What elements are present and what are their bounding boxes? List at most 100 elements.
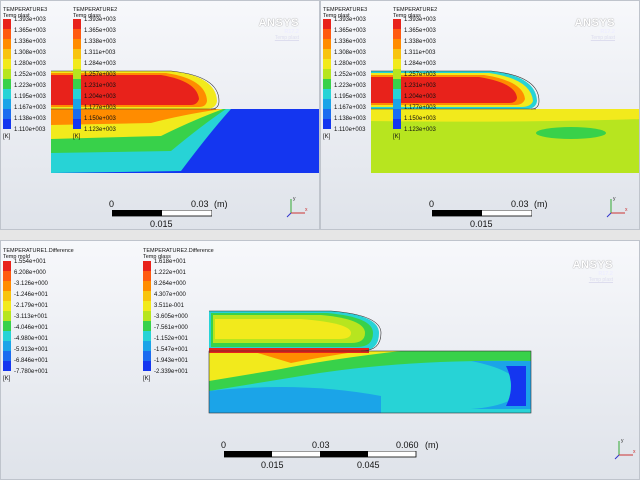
scale-bar — [432, 210, 532, 217]
viewport-top-left[interactable]: TEMPERATURE3 Temp plast TEMPERATURE2 Tem… — [0, 0, 320, 230]
legend-value: 1.280e+003 — [334, 61, 366, 67]
legend-value: 8.264e+000 — [154, 281, 186, 287]
legend-value: 1.123e+003 — [404, 127, 436, 133]
legend-subtitle-line: Temp mold — [3, 254, 30, 260]
color-legend-1: 1.393e+003 1.365e+003 1.336e+003 1.308e+… — [3, 17, 46, 133]
legend-value: 1.222e+001 — [154, 270, 186, 276]
legend-value: 1.204e+003 — [404, 94, 436, 100]
legend-value: 3.511e-001 — [154, 303, 184, 309]
legend-value: 1.110e+003 — [14, 127, 46, 133]
brand-release: R17.2 — [284, 29, 299, 35]
legend-value: 1.195e+003 — [334, 94, 366, 100]
legend-value: 1.204e+003 — [84, 94, 116, 100]
legend-value: 1.338e+003 — [404, 39, 436, 45]
axis-y-label: y — [613, 196, 616, 202]
color-legend-1: 1.393e+003 1.365e+003 1.336e+003 1.308e+… — [323, 17, 366, 133]
scale-label: 0 — [429, 199, 435, 209]
color-legend-2: 1.393e+003 1.365e+003 1.338e+003 1.311e+… — [393, 17, 436, 133]
legend-value: 1.336e+003 — [14, 39, 46, 45]
legend-unit: [K] — [393, 134, 401, 140]
viewport-bottom[interactable]: TEMPERATURE1.Difference Temp mold TEMPER… — [0, 240, 640, 480]
legend-title-1: TEMPERATURE1.Difference Temp mold — [3, 248, 74, 260]
legend-value: 1.110e+003 — [334, 127, 366, 133]
axis-y-label: y — [293, 196, 296, 202]
brand-release: R17.2 — [600, 29, 615, 35]
legend-value: 1.554e+001 — [14, 259, 46, 265]
legend-title-line: TEMPERATURE2 — [393, 7, 438, 13]
legend-value: -2.339e+001 — [154, 369, 188, 375]
axis-x-label: x — [305, 207, 308, 213]
contour-plot — [51, 70, 319, 173]
brand-name: ANSYS — [574, 17, 615, 29]
legend-value: 1.177e+003 — [84, 105, 116, 111]
legend-subtitle-line: Temp plast — [323, 13, 350, 19]
axis-x-label: x — [633, 449, 636, 455]
brand-project: Temp plast — [588, 277, 613, 283]
legend-title-line: TEMPERATURE2.Difference — [143, 248, 214, 254]
scale-label: (m) — [534, 199, 548, 209]
brand-name: ANSYS — [572, 259, 613, 271]
axis-triad-icon: y x — [286, 196, 308, 218]
legend-value: -3.113e+001 — [14, 314, 48, 320]
axis-x-label: x — [625, 207, 628, 213]
legend-value: 1.393e+003 — [334, 17, 366, 23]
legend-subtitle-line: Temp glass — [73, 13, 101, 19]
legend-value: -6.846e+001 — [14, 358, 48, 364]
legend-unit: [K] — [3, 134, 11, 140]
legend-unit: [K] — [73, 134, 81, 140]
legend-value: 1.177e+003 — [404, 105, 436, 111]
ansys-logo: ANSYS R17.2 Temp plast — [575, 17, 615, 41]
legend-value: 1.393e+003 — [14, 17, 46, 23]
legend-value: 1.223e+003 — [14, 83, 46, 89]
legend-value: 1.365e+003 — [404, 28, 436, 34]
legend-title-2: TEMPERATURE2.Difference Temp glass — [143, 248, 214, 260]
legend-value: 1.252e+003 — [14, 72, 46, 78]
scale-label: 0.03 — [191, 199, 209, 209]
legend-title-line: TEMPERATURE3 — [3, 7, 48, 13]
legend-value: 1.150e+003 — [84, 116, 116, 122]
scale-bar — [224, 451, 417, 458]
legend-value: 1.365e+003 — [14, 28, 46, 34]
legend-unit: [K] — [3, 376, 11, 382]
color-legend-2: 1.618e+001 1.222e+001 8.264e+000 4.307e+… — [143, 259, 188, 375]
legend-value: 1.618e+001 — [154, 259, 186, 265]
legend-value: -2.179e+001 — [14, 303, 48, 309]
legend-value: 4.307e+000 — [154, 292, 186, 298]
legend-value: 1.252e+003 — [334, 72, 366, 78]
viewport-top-right[interactable]: TEMPERATURE3 Temp plast TEMPERATURE2 Tem… — [320, 0, 640, 230]
legend-value: 1.257e+003 — [404, 72, 436, 78]
scale-label: 0 — [109, 199, 115, 209]
legend-value: -3.605e+000 — [154, 314, 188, 320]
legend-value: 6.208e+000 — [14, 270, 46, 276]
legend-value: 1.280e+003 — [14, 61, 46, 67]
legend-value: 1.195e+003 — [14, 94, 46, 100]
legend-title-2: TEMPERATURE2 Temp glass — [393, 7, 437, 19]
scale-label: 0.060 — [396, 440, 419, 450]
legend-title-line: TEMPERATURE1.Difference — [3, 248, 74, 254]
ansys-logo: ANSYS R17.2 Temp plast — [259, 17, 299, 41]
legend-value: 1.231e+003 — [84, 83, 116, 89]
legend-value: -4.046e+001 — [14, 325, 48, 331]
legend-title-line: TEMPERATURE3 — [323, 7, 368, 13]
legend-value: 1.311e+003 — [84, 50, 116, 56]
scale-label: 0 — [221, 440, 227, 450]
legend-value: 1.167e+003 — [334, 105, 366, 111]
legend-subtitle-line: Temp plast — [3, 13, 30, 19]
scale-label: 0.045 — [357, 460, 380, 470]
legend-subtitle-line: Temp glass — [393, 13, 421, 19]
legend-value: 1.336e+003 — [334, 39, 366, 45]
axis-triad-icon: y x — [606, 196, 628, 218]
legend-value: 1.284e+003 — [84, 61, 116, 67]
ansys-logo: ANSYS R17.2 Temp plast — [573, 259, 613, 283]
legend-value: 1.150e+003 — [404, 116, 436, 122]
legend-value: -7.561e+000 — [154, 325, 188, 331]
brand-project: Temp plast — [274, 35, 299, 41]
scale-label: (m) — [214, 199, 228, 209]
contour-plot — [208, 310, 532, 414]
scale-label: 0.015 — [150, 219, 173, 229]
legend-value: -4.980e+001 — [14, 336, 48, 342]
legend-value: 1.393e+003 — [84, 17, 116, 23]
legend-value: 1.284e+003 — [404, 61, 436, 67]
legend-value: 1.365e+003 — [334, 28, 366, 34]
